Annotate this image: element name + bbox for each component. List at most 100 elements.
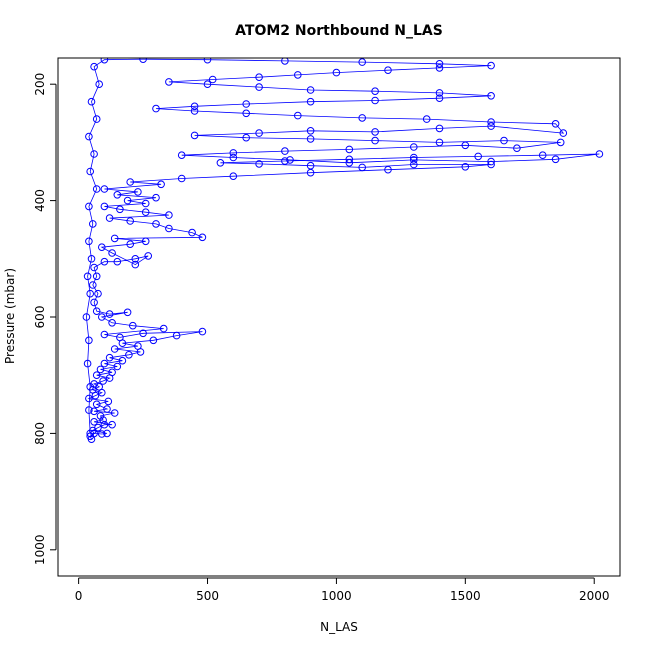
data-point	[87, 254, 96, 263]
data-point	[159, 324, 168, 333]
data-point	[89, 220, 97, 228]
data-point	[538, 151, 547, 159]
data-point	[92, 400, 101, 409]
data-point	[134, 188, 142, 196]
data-point	[358, 58, 367, 66]
y-axis: 200 400 600 800 1000	[33, 73, 57, 565]
data-point	[190, 107, 199, 115]
data-point	[86, 429, 94, 438]
y-tick-label: 400	[33, 189, 47, 212]
data-point	[345, 159, 354, 167]
x-tick-label: 0	[75, 589, 83, 603]
x-axis: 0 500 1000 1500 2000	[75, 577, 610, 603]
data-point	[98, 313, 106, 321]
data-point	[100, 257, 109, 266]
data-point	[306, 86, 315, 94]
data-point	[92, 272, 101, 281]
data-point	[242, 100, 250, 108]
y-tick-label: 800	[33, 422, 47, 445]
data-point	[371, 128, 379, 136]
data-point	[96, 365, 105, 374]
data-point	[123, 308, 132, 317]
x-tick-label: 1000	[321, 589, 352, 603]
data-point	[255, 129, 263, 137]
data-point	[85, 394, 93, 403]
data-point	[96, 412, 105, 420]
data-point	[255, 160, 263, 168]
data-point	[306, 135, 315, 143]
y-tick-label: 200	[33, 73, 47, 96]
data-point	[90, 263, 98, 272]
plot-frame	[57, 57, 621, 577]
data-point	[229, 172, 238, 180]
data-point	[116, 333, 124, 342]
data-point	[371, 87, 379, 95]
data-point	[104, 397, 113, 406]
data-point	[306, 161, 315, 170]
data-point	[500, 136, 508, 145]
data-point	[165, 224, 173, 233]
data-point	[105, 310, 114, 318]
data-point	[371, 136, 379, 145]
data-point	[190, 102, 199, 111]
data-point	[177, 151, 186, 159]
data-point	[371, 96, 379, 105]
data-point	[332, 68, 341, 77]
data-point	[139, 329, 147, 338]
data-point	[90, 298, 98, 307]
data-point	[94, 289, 102, 298]
data-point	[384, 66, 392, 74]
data-point	[165, 78, 173, 86]
x-tick-label: 1500	[450, 589, 481, 603]
data-point	[103, 429, 111, 438]
data-point	[100, 202, 109, 211]
y-tick-label: 600	[33, 306, 47, 329]
data-point	[123, 196, 132, 205]
data-point	[125, 351, 133, 359]
data-point	[92, 185, 101, 193]
data-point	[92, 307, 101, 316]
data-point	[85, 336, 93, 345]
y-axis-label: Pressure (mbar)	[3, 268, 17, 364]
data-point	[203, 58, 212, 64]
data-point	[126, 217, 134, 225]
data-point	[435, 138, 444, 147]
data-point	[294, 111, 302, 120]
data-point	[286, 156, 294, 164]
data-point	[83, 272, 92, 281]
data-point	[435, 60, 444, 68]
data-point	[203, 80, 212, 88]
data-point	[105, 214, 114, 222]
data-point	[98, 430, 106, 438]
data-point	[294, 71, 302, 79]
data-point	[461, 141, 470, 150]
data-point	[306, 127, 315, 135]
data-point	[242, 109, 250, 118]
data-point	[410, 156, 418, 164]
data-point	[118, 356, 127, 365]
data-point	[152, 104, 160, 113]
x-tick-label: 2000	[579, 589, 610, 603]
data-point	[86, 289, 94, 298]
data-point	[229, 153, 238, 162]
data-point	[190, 131, 199, 140]
data-point	[141, 208, 150, 216]
data-point	[99, 416, 107, 424]
data-point	[410, 143, 418, 151]
data-point	[281, 147, 289, 155]
data-point	[113, 191, 122, 199]
data-point	[87, 97, 96, 106]
data-point	[410, 153, 418, 162]
data-point	[108, 249, 116, 257]
data-point	[126, 240, 134, 248]
data-point	[242, 133, 250, 142]
data-point	[90, 418, 98, 426]
data-point	[165, 211, 173, 219]
data-point	[86, 383, 94, 391]
data-point	[487, 157, 495, 166]
data-point	[92, 371, 101, 380]
data-point	[229, 149, 238, 157]
data-point	[100, 359, 109, 368]
data-point	[556, 138, 565, 147]
